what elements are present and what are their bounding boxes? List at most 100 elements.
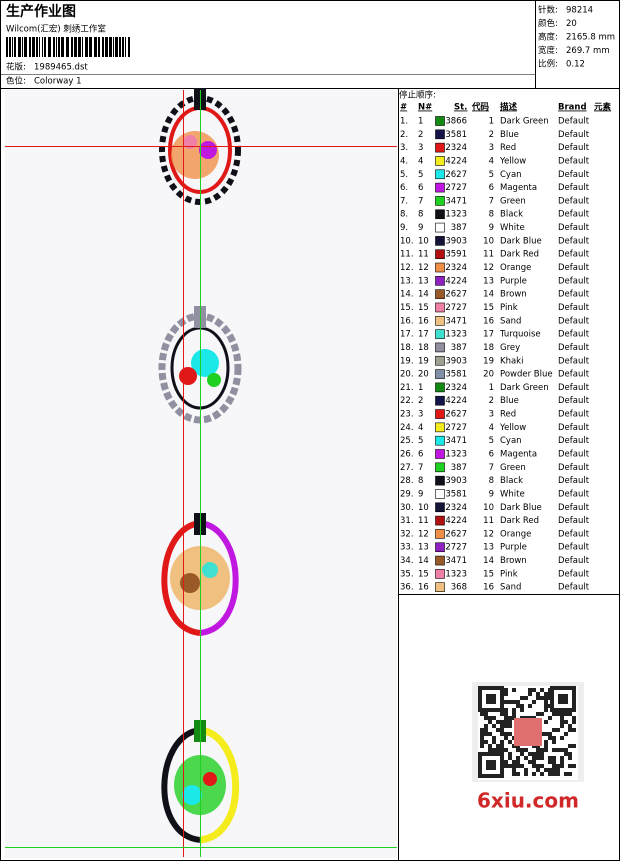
qr-cell	[524, 748, 528, 752]
color-swatch	[435, 449, 445, 459]
qr-cell	[556, 712, 560, 716]
description: Dark Red	[500, 250, 539, 260]
needle: 4	[418, 423, 423, 433]
code: 14	[483, 556, 494, 566]
qr-cell	[540, 772, 544, 776]
code: 1	[489, 117, 494, 127]
color-swatch	[435, 422, 445, 433]
qr-cell	[572, 720, 576, 724]
row-number: 13.	[400, 276, 414, 286]
row-number: 32.	[400, 529, 414, 539]
bar-stripe	[115, 37, 118, 57]
bar-stripe	[58, 37, 60, 57]
qr-cell	[552, 712, 556, 716]
qr-cell	[560, 756, 564, 760]
row-number: 10.	[400, 236, 414, 246]
row-number: 8.	[400, 210, 408, 220]
qr-cell	[504, 688, 508, 692]
qr-cell	[572, 764, 576, 768]
column-header: Brand	[558, 103, 587, 113]
description: White	[500, 223, 525, 233]
qr-cell	[480, 712, 484, 716]
needle: 14	[418, 290, 429, 300]
code: 6	[489, 450, 494, 460]
code: 7	[489, 196, 494, 206]
qr-cell	[512, 708, 516, 712]
bar-stripe	[82, 37, 83, 57]
qr-cell	[544, 732, 548, 736]
row-number: 6.	[400, 183, 408, 193]
bar-stripe	[89, 37, 92, 57]
stat-label: 颜色:	[538, 18, 558, 29]
needle: 17	[418, 330, 429, 340]
bar-stripe	[94, 37, 97, 57]
brand: Default	[558, 316, 590, 326]
brand: Default	[558, 210, 590, 220]
bar-stripe	[105, 37, 108, 57]
row-number: 26.	[400, 450, 414, 460]
row-number: 14.	[400, 290, 414, 300]
stat-value: 0.12	[566, 60, 585, 70]
qr-cell	[532, 764, 536, 768]
qr-cell	[484, 724, 488, 728]
qr-cell	[556, 728, 560, 732]
qr-cell	[536, 752, 540, 756]
code: 4	[489, 423, 494, 433]
qr-cell	[500, 732, 504, 736]
needle: 10	[418, 503, 429, 513]
qr-cell	[488, 732, 492, 736]
color-swatch	[435, 409, 445, 419]
color-swatch	[435, 116, 445, 126]
qr-cell	[508, 740, 512, 744]
bar-stripe	[53, 37, 55, 57]
qr-cell	[568, 712, 572, 716]
brand: Default	[558, 556, 590, 566]
qr-cell	[520, 752, 524, 756]
qr-cell	[528, 688, 532, 692]
row-number: 16.	[400, 316, 414, 326]
needle: 8	[418, 210, 423, 220]
table-title: 停止顺序:	[399, 90, 436, 101]
qr-cell	[540, 764, 544, 768]
bar-stripe	[42, 37, 43, 57]
brand: Default	[558, 196, 590, 206]
description: Brown	[500, 290, 527, 300]
qr-cell	[564, 732, 568, 736]
qr-cell	[548, 768, 552, 772]
color-swatch	[435, 249, 445, 259]
stitches: 1323	[445, 330, 467, 340]
qr-cell	[500, 720, 504, 724]
color-swatch	[435, 156, 445, 166]
qr-cell	[492, 740, 496, 744]
brand: Default	[558, 356, 590, 366]
description: Pink	[500, 303, 518, 313]
brand: Default	[558, 223, 590, 233]
needle: 9	[418, 489, 423, 499]
stitches: 4224	[445, 156, 467, 166]
qr-cell	[488, 748, 492, 752]
code: 16	[483, 583, 494, 593]
qr-cell	[556, 768, 560, 772]
row-number: 25.	[400, 436, 414, 446]
code: 4	[489, 156, 494, 166]
needle: 7	[418, 196, 423, 206]
barcode	[6, 37, 130, 57]
qr-cell	[508, 700, 512, 704]
code: 6	[489, 183, 494, 193]
needle: 6	[418, 450, 423, 460]
qr-cell	[512, 768, 516, 772]
qr-cell	[480, 740, 484, 744]
qr-cell	[508, 724, 512, 728]
qr-cell	[492, 716, 496, 720]
code: 10	[483, 503, 494, 513]
color-swatch	[435, 475, 445, 486]
qr-cell	[512, 712, 516, 716]
description: Cyan	[500, 170, 522, 180]
qr-cell	[488, 720, 492, 724]
stat-label: 宽度:	[538, 45, 558, 56]
brand: Default	[558, 156, 590, 166]
row-number: 33.	[400, 543, 414, 553]
qr-cell	[536, 692, 540, 696]
color-swatch	[435, 342, 445, 353]
qr-cell	[564, 748, 568, 752]
